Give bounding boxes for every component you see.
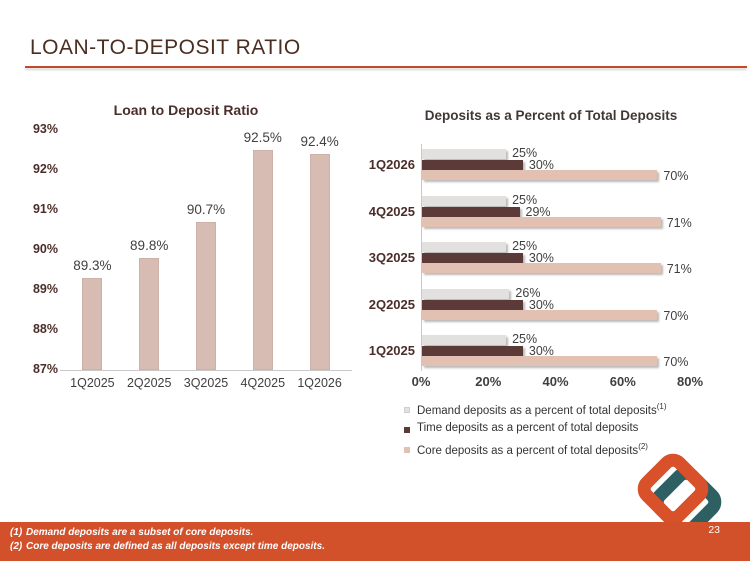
bar-value-label: 70%	[663, 308, 689, 323]
bar-value-label: 30%	[528, 158, 554, 172]
bar-value-label: 71%	[666, 262, 692, 276]
page-title: LOAN-TO-DEPOSIT RATIO	[30, 36, 301, 59]
bar-value-label: 89.3%	[73, 258, 112, 273]
bar-1q2026-series-2	[422, 160, 523, 170]
category-label-1q2026: 1Q2026	[368, 157, 415, 172]
x-axis-category: 1Q2025	[70, 376, 115, 390]
y-axis-line	[421, 144, 422, 371]
deposits-percent-chart: Deposits as a Percent of Total Deposits 1…	[358, 100, 744, 472]
bar-value-label: 30%	[528, 251, 554, 265]
bar-1q2025	[82, 278, 103, 370]
logo-orange-ring	[637, 453, 709, 525]
legend-swatch	[404, 447, 410, 453]
category-label-4q2025: 4Q2025	[368, 203, 415, 219]
title-divider	[25, 66, 747, 68]
footnote-1: (1) Demand deposits are a subset of core …	[10, 527, 253, 538]
bar-1q2025-series-3	[422, 356, 658, 366]
bar-2q2025	[139, 258, 160, 370]
bar-value-label: 29%	[525, 204, 551, 219]
bar-4q2025-series-2	[422, 206, 520, 217]
x-axis-category: 2Q2025	[126, 376, 172, 390]
x-axis-category: 4Q2025	[240, 376, 286, 390]
bar-1q2026-series-1	[422, 149, 507, 159]
legend-label: Demand deposits as a percent of total de…	[417, 402, 667, 417]
footnote-text: Core deposits are defined as all deposit…	[26, 541, 325, 552]
x-axis-tick: 20%	[475, 374, 502, 389]
y-axis-tick: 93%	[32, 122, 58, 136]
x-axis-tick: 60%	[609, 374, 636, 389]
bar-3q2025-series-2	[422, 253, 523, 263]
x-axis-category: 3Q2025	[183, 376, 229, 390]
bar-value-label: 26%	[515, 285, 541, 300]
bar-1q2025-series-2	[422, 346, 523, 356]
legend-label: Time deposits as a percent of total depo…	[417, 422, 639, 434]
bar-value-label: 30%	[528, 297, 554, 312]
bar-value-label: 25%	[512, 239, 538, 253]
bar-value-label: 70%	[663, 355, 689, 369]
page-number: 23	[708, 524, 720, 536]
y-axis-tick: 89%	[32, 282, 58, 296]
bar-value-label: 71%	[666, 215, 692, 230]
bar-3q2025-series-3	[422, 263, 661, 273]
company-logo	[637, 453, 722, 538]
y-axis-tick: 88%	[32, 322, 58, 336]
category-label-2q2025: 2Q2025	[368, 296, 415, 312]
bar-value-label: 92.4%	[300, 134, 339, 149]
bar-1q2025-series-1	[422, 335, 507, 345]
footnote-2: (2) Core deposits are defined as all depo…	[10, 541, 325, 552]
x-axis-tick: 0%	[411, 374, 431, 389]
bar-2q2025-series-3	[422, 309, 658, 320]
bar-1q2026-series-3	[422, 170, 658, 180]
bar-value-label: 25%	[512, 146, 538, 160]
x-axis-line	[60, 370, 352, 371]
y-axis-tick: 90%	[32, 242, 58, 256]
bar-value-label: 30%	[528, 344, 554, 358]
bar-value-label: 25%	[512, 332, 538, 346]
footnote-text: Demand deposits are a subset of core dep…	[26, 527, 254, 538]
y-axis-tick: 91%	[32, 202, 58, 216]
bar-value-label: 92.5%	[243, 130, 282, 145]
footnote-marker: (1)	[10, 527, 23, 538]
y-axis-tick: 92%	[32, 162, 58, 176]
footnote-marker: (2)	[10, 541, 23, 552]
bar-value-label: 25%	[512, 192, 538, 207]
loan-to-deposit-ratio-chart: Loan to Deposit Ratio 93% 92% 91% 90% 89% 88% 8…	[20, 96, 352, 398]
bar-value-label: 89.8%	[130, 238, 169, 253]
bar-value-label: 70%	[663, 169, 689, 183]
chart-title: Deposits as a Percent of Total Deposits	[424, 108, 678, 123]
legend-label: Core deposits as a percent of total depo…	[417, 442, 648, 457]
y-axis-tick: 87%	[32, 362, 58, 376]
x-axis-tick: 80%	[676, 374, 704, 389]
bar-2q2025-series-1	[422, 288, 510, 299]
legend-swatch	[404, 407, 410, 413]
bar-4q2025	[252, 150, 273, 370]
bar-4q2025-series-1	[422, 195, 507, 206]
bar-2q2025-series-2	[422, 299, 523, 310]
bar-1q2026	[309, 154, 330, 370]
bar-3q2025	[196, 222, 216, 370]
x-axis-tick: 40%	[542, 374, 569, 389]
bar-value-label: 90.7%	[186, 202, 226, 217]
category-label-3q2025: 3Q2025	[368, 250, 415, 265]
chart-title: Loan to Deposit Ratio	[113, 102, 259, 118]
bar-3q2025-series-1	[422, 242, 507, 252]
footnote-bar: (1) Demand deposits are a subset of core …	[0, 522, 750, 561]
bar-4q2025-series-3	[422, 216, 661, 227]
legend-swatch	[404, 427, 410, 433]
category-label-1q2025: 1Q2025	[368, 343, 415, 358]
x-axis-category: 1Q2026	[297, 376, 342, 390]
